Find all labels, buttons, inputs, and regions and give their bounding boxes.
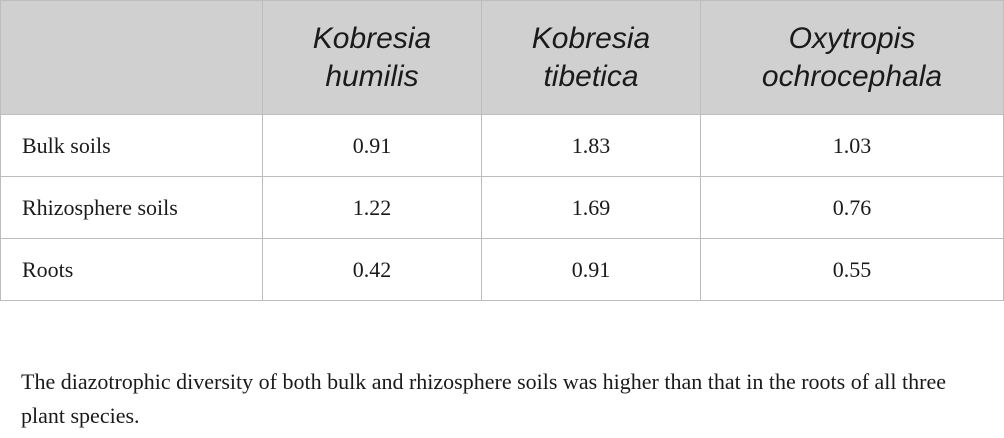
table-cell: 1.83 <box>481 114 701 177</box>
header-kobresia-humilis: Kobresia humilis <box>262 0 482 115</box>
header-species: humilis <box>325 59 419 93</box>
table-cell: 0.42 <box>262 238 482 301</box>
header-genus: Oxytropis <box>788 21 916 55</box>
table-cell: 0.55 <box>700 238 1004 301</box>
table-cell: 1.03 <box>700 114 1004 177</box>
header-genus: Kobresia <box>312 21 432 55</box>
table-row: Rhizosphere soils 1.22 1.69 0.76 <box>0 176 1004 239</box>
table-row: Bulk soils 0.91 1.83 1.03 <box>0 114 1004 177</box>
table-cell: 0.91 <box>262 114 482 177</box>
row-label: Rhizosphere soils <box>0 176 263 239</box>
header-species: ochrocephala <box>761 59 943 93</box>
table-row: Roots 0.42 0.91 0.55 <box>0 238 1004 301</box>
row-label: Roots <box>0 238 263 301</box>
table-cell: 1.69 <box>481 176 701 239</box>
table-cell: 0.91 <box>481 238 701 301</box>
table-cell: 0.76 <box>700 176 1004 239</box>
diversity-table: Kobresia humilis Kobresia tibetica Oxytr… <box>0 0 1004 301</box>
table-cell: 1.22 <box>262 176 482 239</box>
header-species: tibetica <box>543 59 639 93</box>
header-corner-cell <box>0 0 263 115</box>
header-oxytropis-ochrocephala: Oxytropis ochrocephala <box>700 0 1004 115</box>
row-label: Bulk soils <box>0 114 263 177</box>
table-header-row: Kobresia humilis Kobresia tibetica Oxytr… <box>0 0 1004 115</box>
table-footnote: The diazotrophic diversity of both bulk … <box>21 369 946 428</box>
header-kobresia-tibetica: Kobresia tibetica <box>481 0 701 115</box>
header-genus: Kobresia <box>531 21 651 55</box>
